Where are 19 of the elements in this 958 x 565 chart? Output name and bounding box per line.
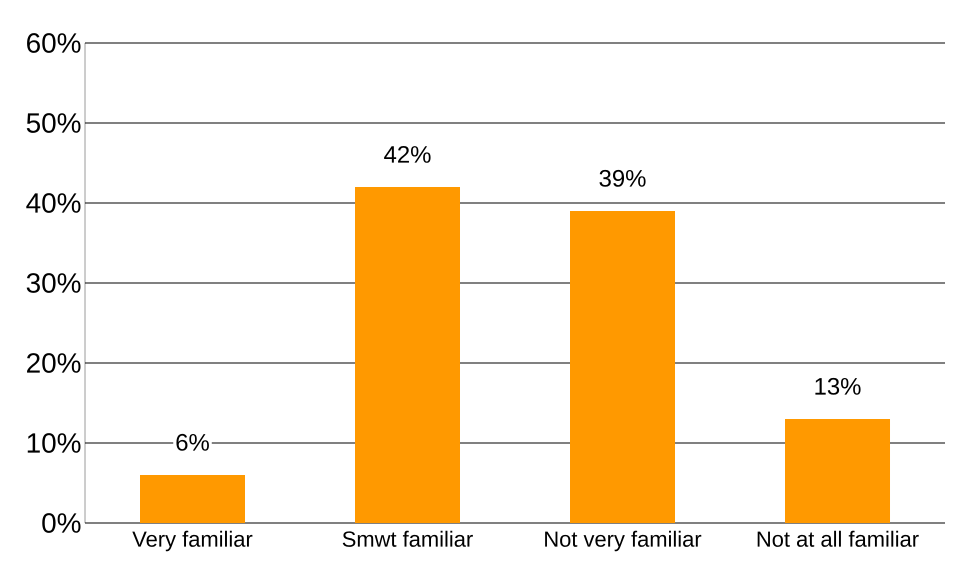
y-tick-label: 10% <box>28 433 80 453</box>
bar <box>140 475 245 523</box>
bar <box>785 419 890 523</box>
data-label: 6% <box>176 434 209 451</box>
bar <box>355 187 460 523</box>
x-tick-label: Very familiar <box>132 530 252 552</box>
y-tick-label: 30% <box>26 273 80 293</box>
x-tick-label: Smwt familiar <box>342 530 473 547</box>
y-tick-label: 60% <box>27 33 80 53</box>
bar <box>570 211 676 523</box>
data-label: 13% <box>815 378 861 395</box>
x-tick-label: Not very familiar <box>545 530 702 552</box>
data-label: 39% <box>599 170 646 187</box>
y-tick-label: 20% <box>27 353 80 373</box>
x-tick-label: Not at all familiar <box>758 530 919 547</box>
y-tick-label: 50% <box>26 113 80 133</box>
y-tick-label: 40% <box>26 193 80 213</box>
data-label: 42% <box>384 146 431 163</box>
y-tick-label: 0% <box>42 513 80 533</box>
